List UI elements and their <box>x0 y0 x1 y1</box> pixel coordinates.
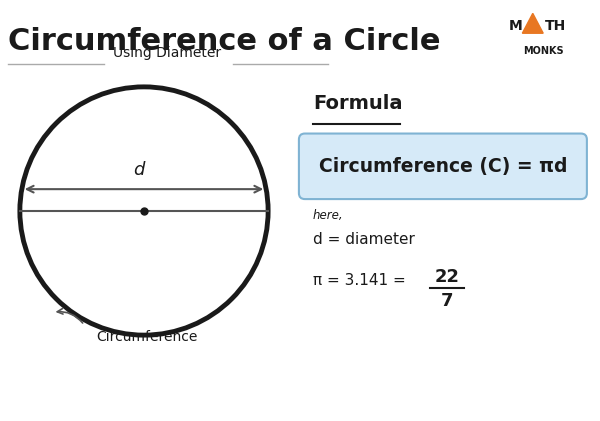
Text: MONKS: MONKS <box>523 46 563 56</box>
Text: 22: 22 <box>434 268 460 285</box>
Text: 7: 7 <box>440 293 453 310</box>
Text: Circumference: Circumference <box>97 330 198 344</box>
Text: Circumference of a Circle: Circumference of a Circle <box>8 27 440 56</box>
Text: d: d <box>133 161 145 179</box>
Text: Formula: Formula <box>313 94 403 113</box>
FancyBboxPatch shape <box>299 133 587 199</box>
Text: Circumference (C) = πd: Circumference (C) = πd <box>319 157 567 176</box>
Text: M: M <box>508 19 522 33</box>
Text: π = 3.141 =: π = 3.141 = <box>313 272 410 288</box>
Text: TH: TH <box>545 19 566 33</box>
Text: here,: here, <box>313 209 343 222</box>
Polygon shape <box>523 13 543 33</box>
Text: d = diameter: d = diameter <box>313 232 415 247</box>
Text: Using Diameter: Using Diameter <box>113 46 221 60</box>
